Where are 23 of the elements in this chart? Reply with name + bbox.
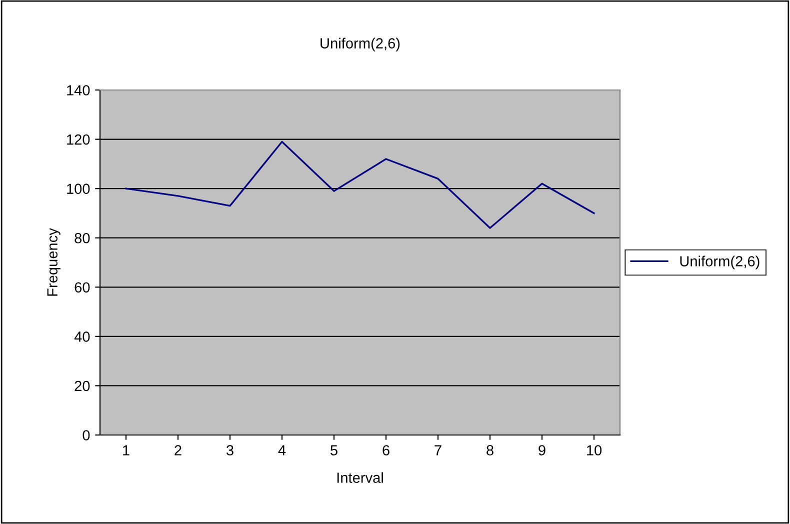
x-tick-label: 4 bbox=[278, 445, 286, 456]
y-tick-label: 120 bbox=[67, 134, 90, 145]
x-axis-title: Interval bbox=[337, 472, 383, 483]
x-tick-label: 2 bbox=[174, 445, 182, 456]
x-tick-label: 9 bbox=[538, 445, 546, 456]
y-tick-label: 140 bbox=[67, 85, 90, 96]
legend-label: Uniform(2,6) bbox=[680, 256, 760, 270]
y-tick-label: 20 bbox=[74, 380, 90, 392]
y-tick-label: 80 bbox=[74, 232, 90, 244]
x-tick-label: 7 bbox=[434, 445, 442, 456]
y-tick-label: 0 bbox=[82, 430, 90, 440]
y-tick-label: 60 bbox=[74, 282, 90, 293]
y-tick-label: 40 bbox=[74, 332, 90, 342]
line-series bbox=[125, 140, 595, 229]
x-tick-label: 10 bbox=[587, 445, 602, 456]
chart-title: Uniform(2,6) bbox=[320, 38, 400, 52]
x-tick-label: 3 bbox=[226, 445, 234, 456]
y-tick-label: 100 bbox=[67, 184, 90, 194]
x-tick-label: 5 bbox=[330, 445, 338, 456]
x-tick-label: 1 bbox=[123, 445, 130, 456]
x-tick-label: 6 bbox=[382, 445, 390, 456]
y-axis-title: Frequency bbox=[47, 228, 60, 296]
x-tick-label: 8 bbox=[486, 445, 494, 456]
